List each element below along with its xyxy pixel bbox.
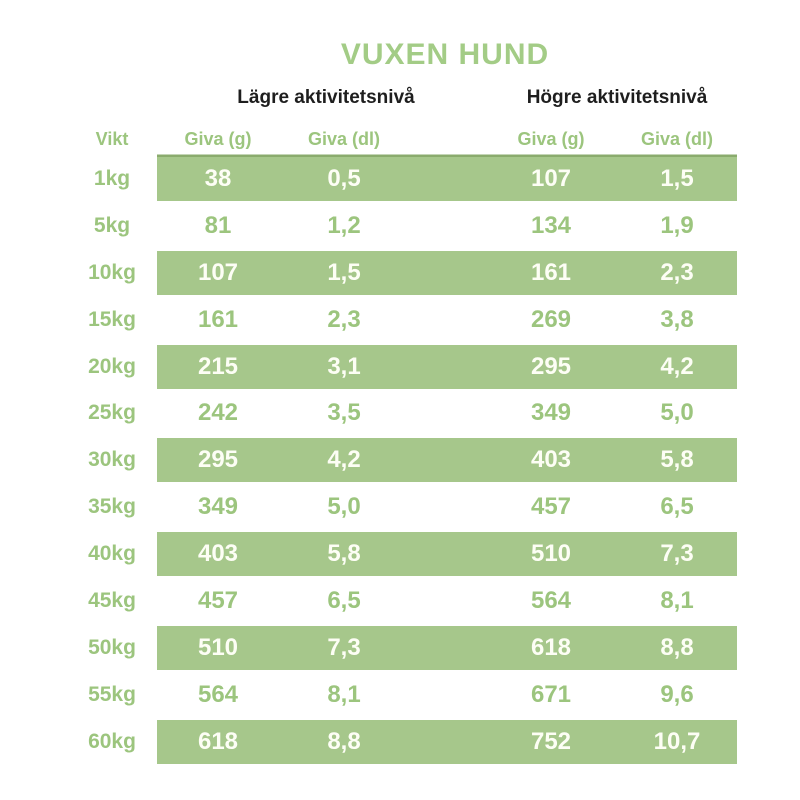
giva-g-lower-value: 564	[197, 680, 239, 708]
column-header-giva-g-lower: Giva (g)	[184, 129, 252, 149]
column-header-vikt: Vikt	[95, 129, 129, 149]
giva-g-higher-value: 161	[530, 258, 572, 286]
table-row: 55kg 564 8,1 671 9,6	[0, 673, 800, 720]
column-header-giva-dl-lower: Giva (dl)	[307, 129, 381, 149]
giva-g-lower-value: 215	[197, 352, 239, 380]
weight-label: 15kg	[88, 307, 136, 331]
weight-label: 40kg	[88, 542, 136, 566]
giva-dl-lower-value: 8,8	[327, 727, 361, 755]
giva-g-lower-value: 161	[197, 305, 239, 333]
weight-label: 5kg	[93, 213, 131, 237]
giva-g-higher-value: 107	[530, 165, 572, 192]
giva-g-higher-value: 349	[530, 399, 572, 427]
table-row: 1kg 38 0,5 107 1,5	[0, 157, 800, 204]
table-row: 25kg 242 3,5 349 5,0	[0, 391, 800, 438]
table-row: 50kg 510 7,3 618 8,8	[0, 625, 800, 673]
row-highlight-band	[157, 344, 737, 389]
group-header-higher-activity: Högre aktivitetsnivå	[526, 87, 708, 108]
giva-g-higher-value: 295	[530, 352, 572, 380]
giva-dl-lower-value: 8,1	[327, 680, 361, 708]
giva-dl-lower-value: 5,0	[327, 493, 361, 521]
giva-g-lower-value: 349	[197, 493, 239, 521]
giva-dl-higher-value: 9,6	[660, 680, 694, 708]
group-header-lower-activity: Lägre aktivitetsnivå	[237, 87, 415, 108]
weight-label: 1kg	[93, 167, 131, 190]
giva-g-higher-value: 671	[530, 680, 572, 708]
giva-dl-lower-value: 4,2	[327, 446, 361, 474]
weight-label: 50kg	[88, 635, 136, 659]
row-highlight-band	[157, 438, 737, 483]
table-row: 45kg 457 6,5 564 8,1	[0, 579, 800, 626]
giva-dl-higher-value: 5,8	[660, 446, 694, 474]
giva-dl-lower-value: 2,3	[327, 305, 361, 333]
giva-g-lower-value: 107	[197, 258, 239, 286]
column-header-giva-g-higher: Giva (g)	[517, 129, 585, 149]
giva-dl-lower-value: 3,5	[327, 399, 361, 427]
table-row: 5kg 81 1,2 134 1,9	[0, 204, 800, 251]
giva-dl-lower-value: 6,5	[327, 587, 361, 615]
giva-g-higher-value: 564	[530, 587, 572, 615]
giva-dl-higher-value: 1,9	[660, 211, 694, 239]
row-highlight-band	[157, 250, 737, 295]
table-row: 15kg 161 2,3 269 3,8	[0, 298, 800, 345]
giva-g-lower-value: 618	[197, 727, 239, 755]
weight-label: 20kg	[88, 354, 136, 378]
giva-dl-higher-value: 8,8	[660, 633, 694, 661]
giva-g-lower-value: 457	[197, 587, 239, 615]
weight-label: 30kg	[88, 448, 136, 472]
giva-dl-higher-value: 3,8	[660, 305, 694, 333]
page-title: VUXEN HUND	[340, 38, 550, 71]
giva-g-lower-value: 403	[197, 540, 239, 568]
table-row: 30kg 295 4,2 403 5,8	[0, 438, 800, 485]
table-row: 10kg 107 1,5 161 2,3	[0, 250, 800, 298]
giva-dl-lower-value: 1,5	[327, 258, 361, 286]
row-highlight-band	[157, 532, 737, 577]
row-highlight-band	[157, 625, 737, 670]
giva-g-lower-value: 242	[197, 399, 239, 427]
giva-dl-lower-value: 3,1	[327, 352, 361, 380]
table-row: 35kg 349 5,0 457 6,5	[0, 485, 800, 532]
giva-g-lower-value: 510	[197, 633, 239, 661]
giva-dl-lower-value: 5,8	[327, 540, 361, 568]
giva-g-higher-value: 134	[530, 211, 572, 239]
weight-label: 55kg	[88, 682, 136, 706]
giva-dl-higher-value: 8,1	[660, 587, 694, 615]
giva-dl-higher-value: 1,5	[660, 165, 694, 192]
giva-g-higher-value: 403	[530, 446, 572, 474]
giva-g-higher-value: 510	[530, 540, 572, 568]
giva-g-lower-value: 295	[197, 446, 239, 474]
weight-label: 25kg	[88, 401, 136, 425]
table-row: 60kg 618 8,8 752 10,7	[0, 719, 800, 767]
giva-dl-higher-value: 10,7	[653, 727, 701, 755]
giva-dl-higher-value: 2,3	[660, 258, 694, 286]
giva-dl-higher-value: 5,0	[660, 399, 694, 427]
column-header-giva-dl-higher: Giva (dl)	[640, 129, 714, 149]
weight-label: 45kg	[88, 589, 136, 613]
giva-dl-lower-value: 7,3	[327, 633, 361, 661]
giva-g-higher-value: 269	[530, 305, 572, 333]
giva-dl-higher-value: 4,2	[660, 352, 694, 380]
table-row: 20kg 215 3,1 295 4,2	[0, 344, 800, 392]
weight-label: 60kg	[88, 729, 136, 753]
giva-dl-higher-value: 6,5	[660, 493, 694, 521]
giva-g-higher-value: 752	[530, 727, 572, 755]
row-highlight-band	[157, 157, 737, 201]
table-row: 40kg 403 5,8 510 7,3	[0, 532, 800, 579]
giva-g-higher-value: 457	[530, 493, 572, 521]
weight-label: 10kg	[88, 260, 136, 284]
table-body: 1kg 38 0,5 107 1,5 5kg 81 1,2 134 1,9 10…	[0, 157, 800, 767]
giva-dl-lower-value: 0,5	[327, 165, 361, 192]
giva-g-higher-value: 618	[530, 633, 572, 661]
giva-g-lower-value: 38	[204, 165, 232, 192]
giva-g-lower-value: 81	[204, 211, 232, 239]
giva-dl-higher-value: 7,3	[660, 540, 694, 568]
giva-dl-lower-value: 1,2	[327, 211, 361, 239]
row-highlight-band	[157, 719, 737, 764]
weight-label: 35kg	[88, 495, 136, 519]
